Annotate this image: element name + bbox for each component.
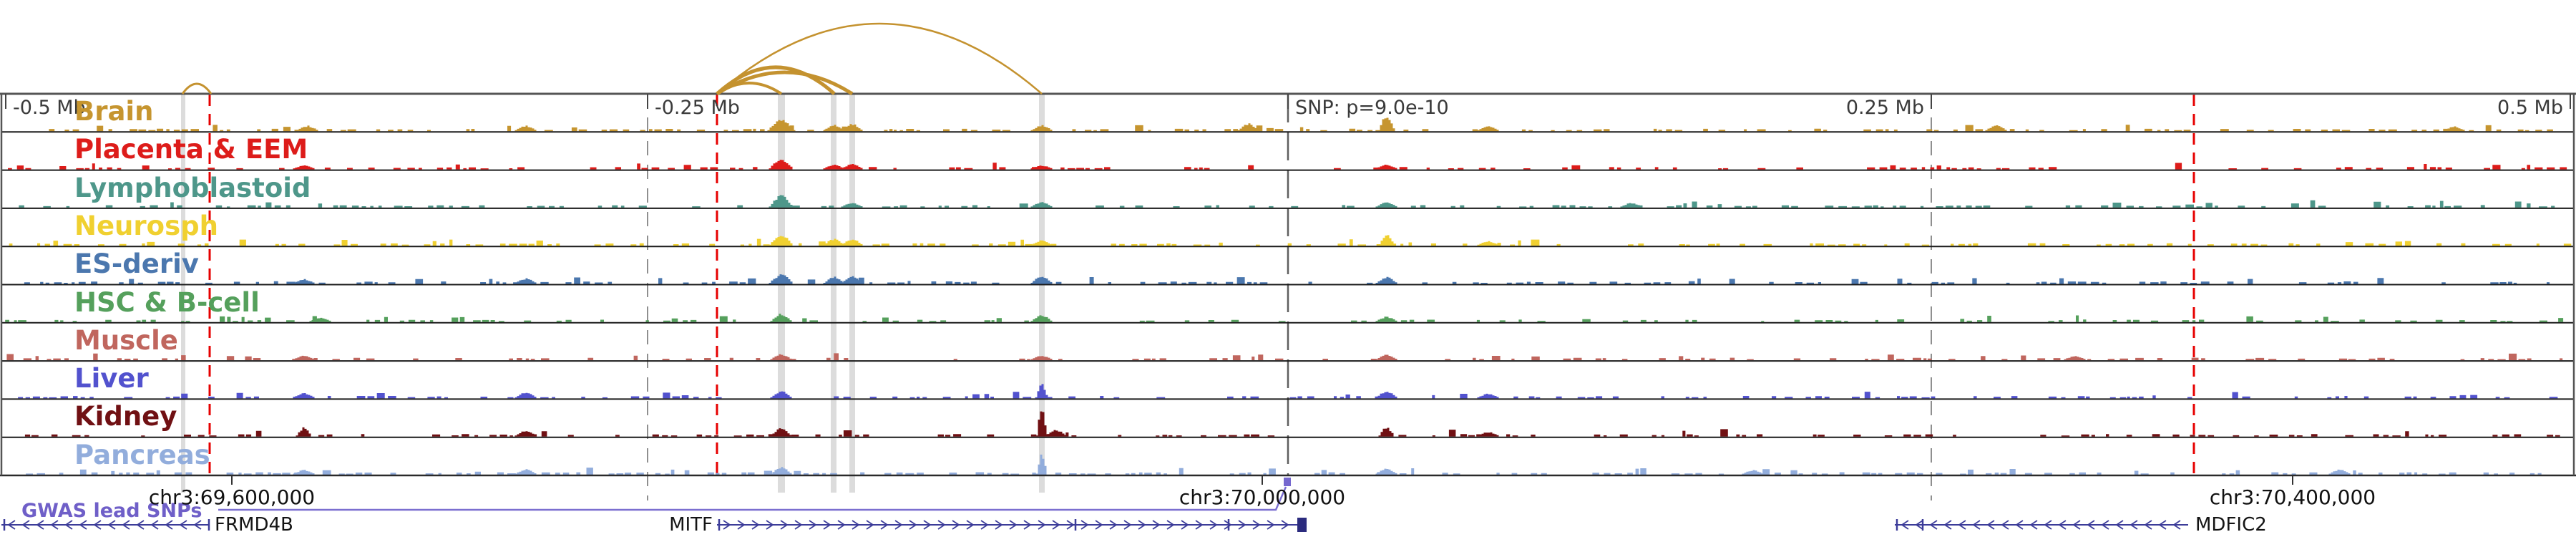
interaction-arc <box>181 82 213 95</box>
gwas-callout-line <box>218 486 1287 511</box>
signal-muscle <box>6 353 2563 361</box>
interaction-arc <box>716 70 854 96</box>
signal-lymphoblastoid <box>19 195 2555 208</box>
signal-pancreas <box>26 454 2542 475</box>
gwas-snp-marker <box>1284 478 1291 486</box>
gene-strand-arrows-mdfic2 <box>1901 520 2181 530</box>
highlight-band <box>849 95 855 493</box>
gene-end-exon-box <box>1297 518 1307 532</box>
gene-strand-arrows-frmd4b <box>7 520 202 530</box>
signal-placenta-eem <box>8 160 2567 170</box>
highlight-band <box>778 95 785 493</box>
signal-kidney <box>24 411 2560 437</box>
signal-neurosph <box>9 235 2572 246</box>
highlight-band <box>181 95 185 493</box>
highlight-band <box>831 95 836 493</box>
interaction-arc <box>716 22 1043 95</box>
signal-es-deriv <box>24 274 2550 284</box>
highlight-band <box>1039 95 1045 493</box>
gene-strand-arrows-mitf <box>723 520 1289 530</box>
signal-hsc-b-cell <box>5 314 2564 322</box>
signal-brain <box>49 117 2553 132</box>
